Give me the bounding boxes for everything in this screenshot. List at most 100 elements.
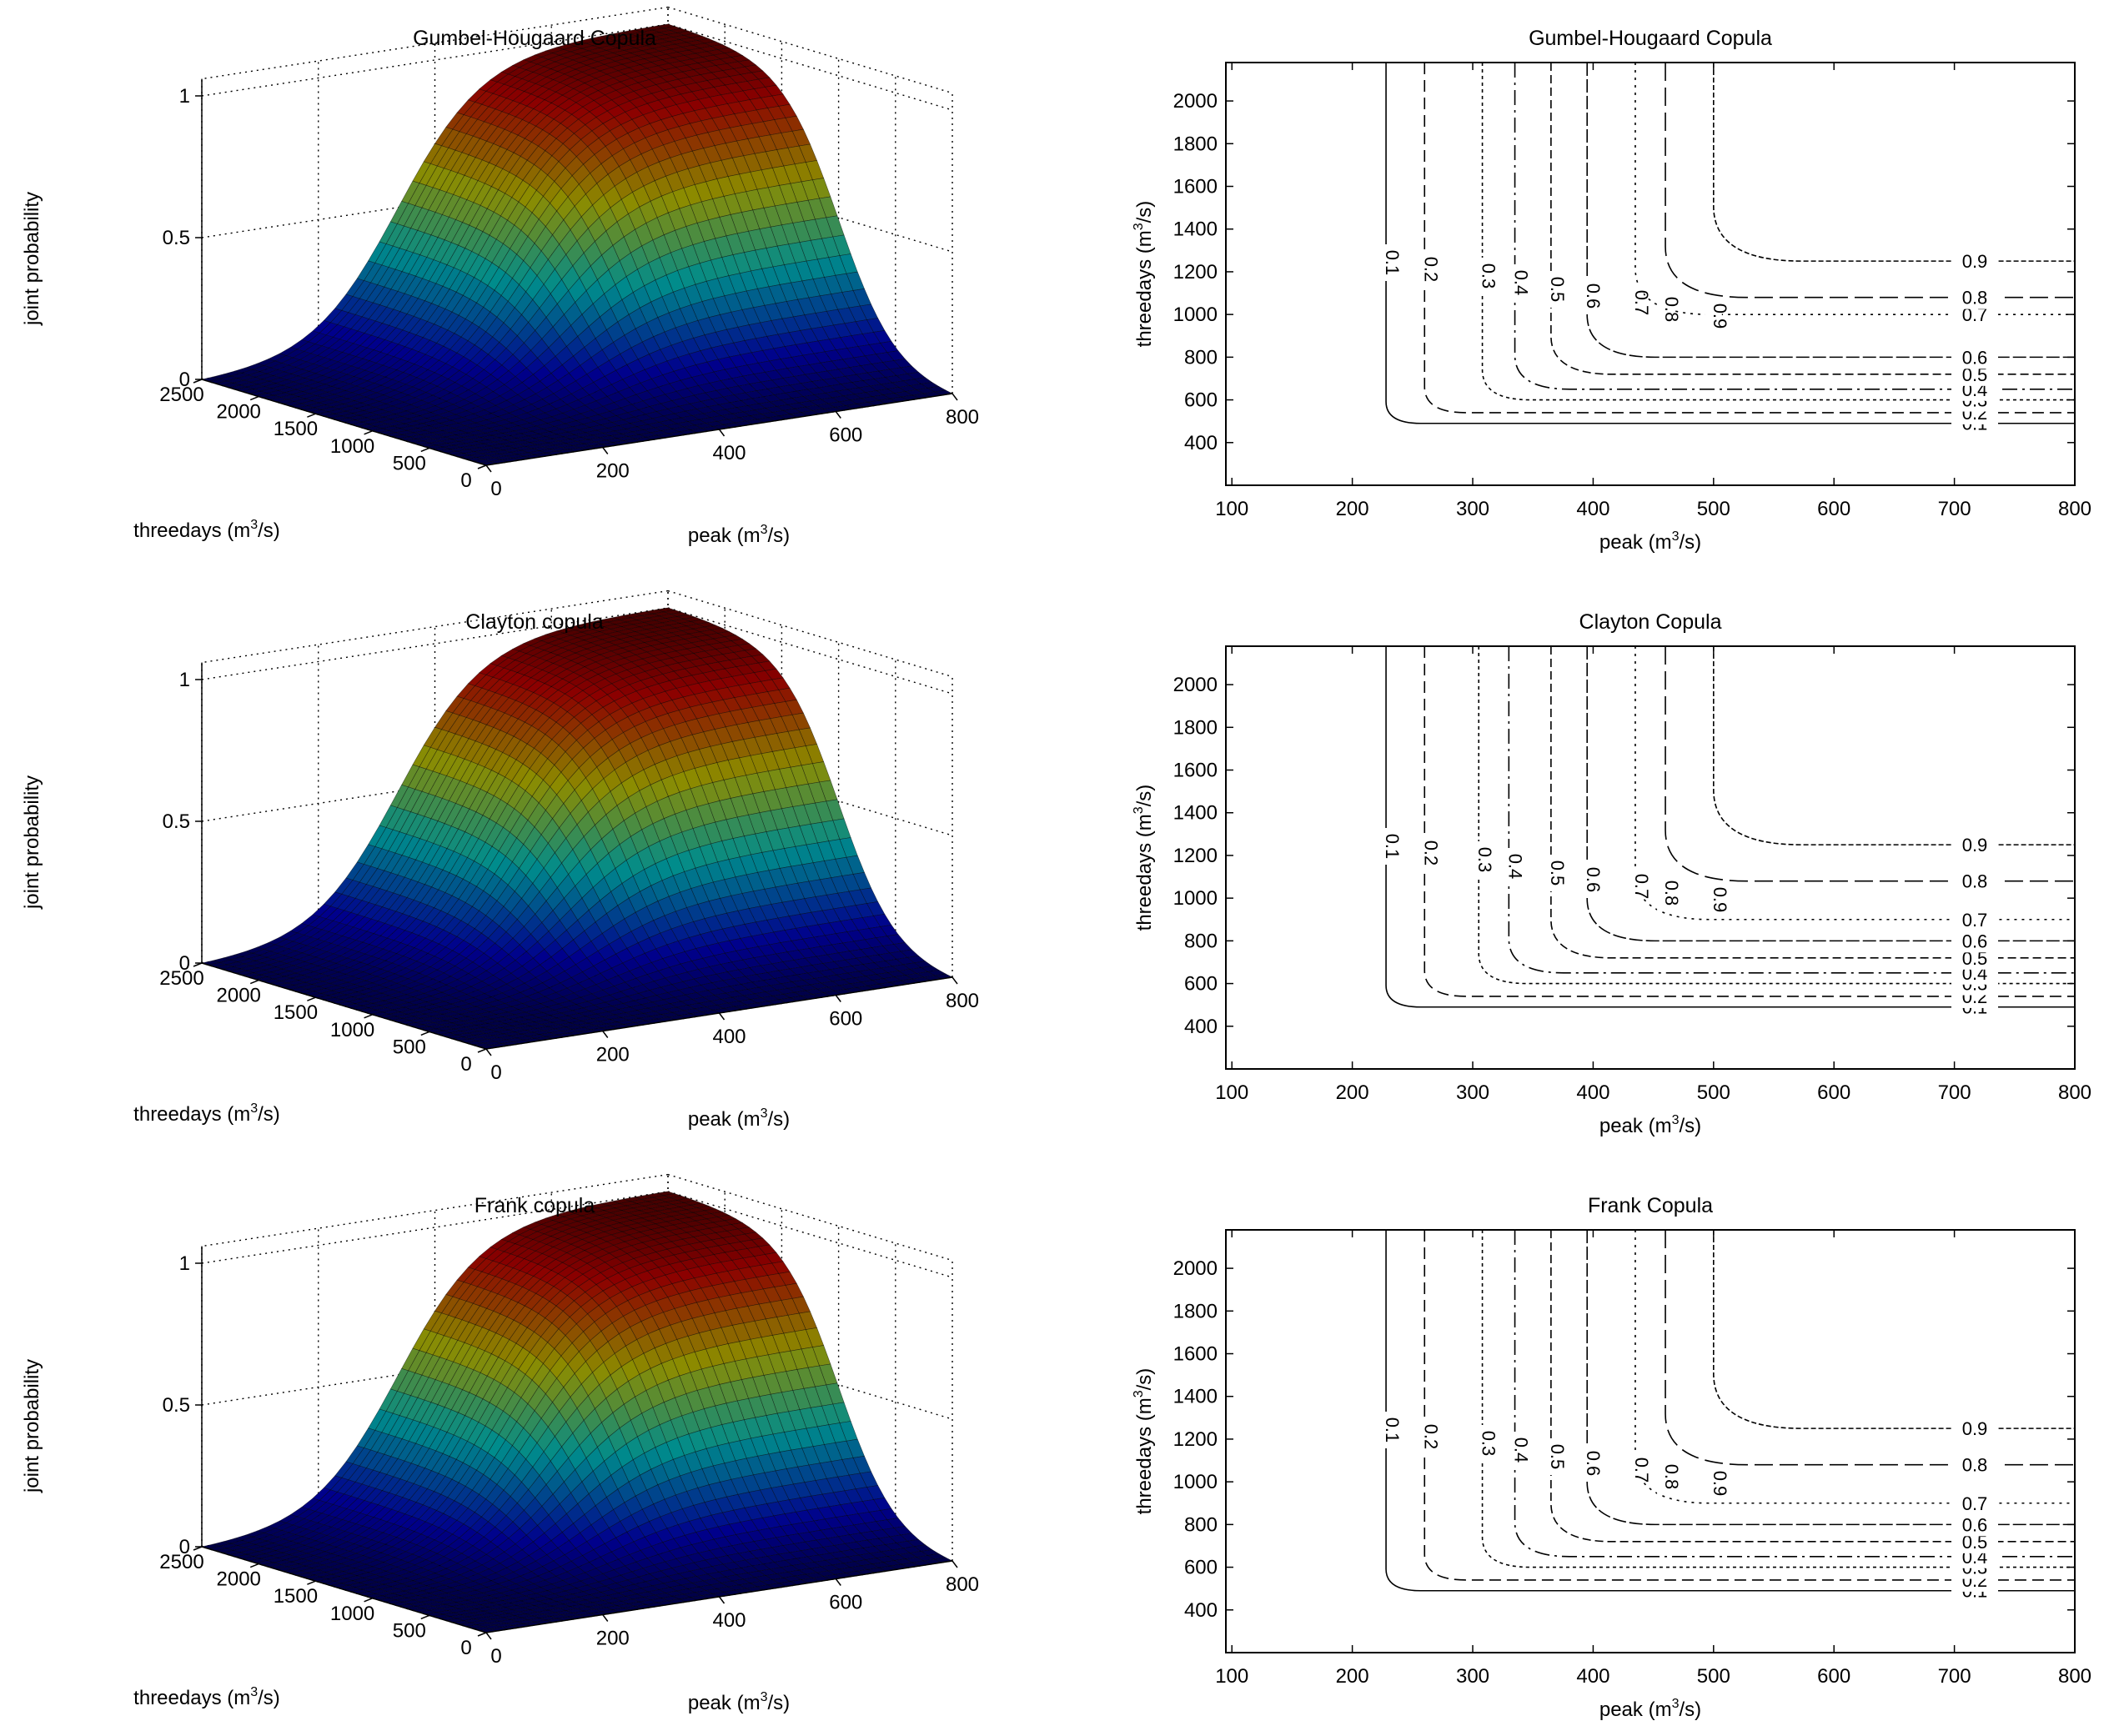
peak-axis-label: peak (m3/s) [688,523,790,547]
z-tick-label: 0 [179,952,190,975]
surface-title: Gumbel-Hougaard Copula [413,27,656,50]
x-axis-label: peak (m3/s) [1599,529,1701,554]
y-tick-label: 1800 [1173,716,1218,739]
plot-frame [1225,645,2076,1070]
contour-level-label: 0.9 [1710,304,1730,329]
contour-level-label: 0.3 [1474,847,1495,873]
peak-tick [718,1012,726,1021]
x-axis-label-text: peak (m [1599,531,1672,554]
contour-level-label: 0.5 [1547,277,1568,303]
x-axis-label-text: peak (m [1599,1115,1672,1137]
peak-tick-label: 400 [712,1026,746,1048]
y-tick-label: 2000 [1173,674,1218,696]
x-axis-label-suffix: /s) [1679,1115,1701,1137]
peak-axis-label-text: peak (m [688,1108,761,1131]
threedays-tick-label: 2000 [217,985,261,1007]
peak-tick [952,393,958,401]
threedays-tick-label: 1000 [330,1019,374,1041]
x-tick-label: 200 [1336,498,1369,520]
y-axis-label: threedays (m3/s) [1132,201,1156,348]
y-tick-label: 800 [1184,930,1218,952]
x-tick-label: 500 [1697,498,1730,520]
contour-level-label: 0.9 [1962,251,1988,272]
z-tick-label: 0.5 [163,227,190,249]
y-tick-label: 1200 [1173,261,1218,283]
x-tick-label: 800 [2058,1081,2091,1104]
x-axis-label-sup: 3 [1672,1113,1680,1127]
contour-level-label: 0.6 [1962,931,1988,951]
contour-level-label: 0.6 [1583,283,1604,309]
y-tick-label: 1400 [1173,218,1218,241]
threedays-tick-label: 500 [393,452,426,474]
surface-mesh [200,1191,953,1633]
threedays-tick [249,979,259,985]
threedays-axis-label-suffix: /s) [258,1103,280,1126]
peak-tick-label: 400 [712,442,746,464]
surface-panel-0: 02004006008002500200015001000500000.51Gu… [21,6,979,547]
threedays-axis-label-text: threedays (m [133,1103,250,1126]
surface-panel-2: 02004006008002500200015001000500000.51Cl… [21,590,979,1131]
peak-tick-label: 800 [946,406,979,429]
peak-tick-label: 600 [829,1008,862,1031]
threedays-axis-label-text: threedays (m [133,519,250,542]
threedays-tick [364,430,373,435]
contour-line [1665,646,2075,882]
peak-tick [602,1031,609,1038]
contour-level-label: 0.1 [1382,250,1403,276]
y-tick-label: 1200 [1173,845,1218,867]
peak-tick [485,1048,492,1056]
threedays-tick-label: 0 [460,1053,471,1076]
contour-level-label: 0.9 [1710,887,1730,913]
y-tick-label: 1000 [1173,304,1218,326]
peak-axis-label-sup: 3 [761,1106,768,1121]
y-axis-label-sup: 3 [1132,806,1146,814]
y-tick-label: 800 [1184,346,1218,369]
contour-level-label: 0.4 [1504,854,1525,880]
contour-line [1550,63,2075,375]
peak-tick-label: 0 [490,1061,501,1084]
contour-line [1634,646,2075,921]
contour-level-label: 0.6 [1583,867,1604,893]
peak-tick-label: 600 [829,424,862,447]
threedays-tick [477,464,487,469]
contour-line [1713,63,2075,262]
x-tick-label: 600 [1817,1081,1850,1104]
peak-axis-label-text: peak (m [688,524,761,547]
y-tick-label: 2000 [1173,90,1218,113]
plot-frame [1225,62,2076,486]
contour-level-label: 0.7 [1631,290,1652,316]
contour-level-label: 0.4 [1511,270,1532,296]
z-tick-label: 1 [179,85,190,108]
peak-tick-label: 0 [490,478,501,500]
threedays-axis-label-sup: 3 [250,518,258,532]
contour-line [1713,646,2075,845]
contour-level-label: 0.1 [1382,834,1403,860]
x-tick-label: 500 [1697,1081,1730,1104]
x-tick-label: 200 [1336,1081,1369,1104]
x-tick-label: 100 [1215,1081,1248,1104]
peak-axis-label-sup: 3 [761,523,768,537]
threedays-tick [307,413,316,418]
threedays-tick-label: 1500 [274,1001,318,1024]
contour-level-label: 0.8 [1661,297,1682,323]
surface-panel-4: 02004006008002500200015001000500000.51Fr… [21,1173,979,1714]
y-tick-label: 1400 [1173,802,1218,825]
x-axis-label-suffix: /s) [1679,531,1701,554]
y-tick-label: 1600 [1173,760,1218,782]
x-tick-label: 300 [1456,498,1489,520]
y-tick-label: 600 [1184,973,1218,996]
z-axis-label: joint probability [21,775,43,910]
x-tick-label: 600 [1817,498,1850,520]
contour-level-label: 0.2 [1420,840,1441,866]
contour-level-label: 0.8 [1962,288,1988,309]
z-axis-label: joint probability [21,192,43,326]
y-axis-label-suffix: /s) [1133,785,1156,807]
peak-tick [952,976,958,985]
peak-tick [602,447,609,454]
peak-tick [835,995,841,1002]
peak-axis-label: peak (m3/s) [688,1106,790,1131]
peak-tick-label: 200 [596,1044,630,1066]
x-axis-label-sup: 3 [1672,529,1680,544]
x-axis-label: peak (m3/s) [1599,1113,1701,1137]
